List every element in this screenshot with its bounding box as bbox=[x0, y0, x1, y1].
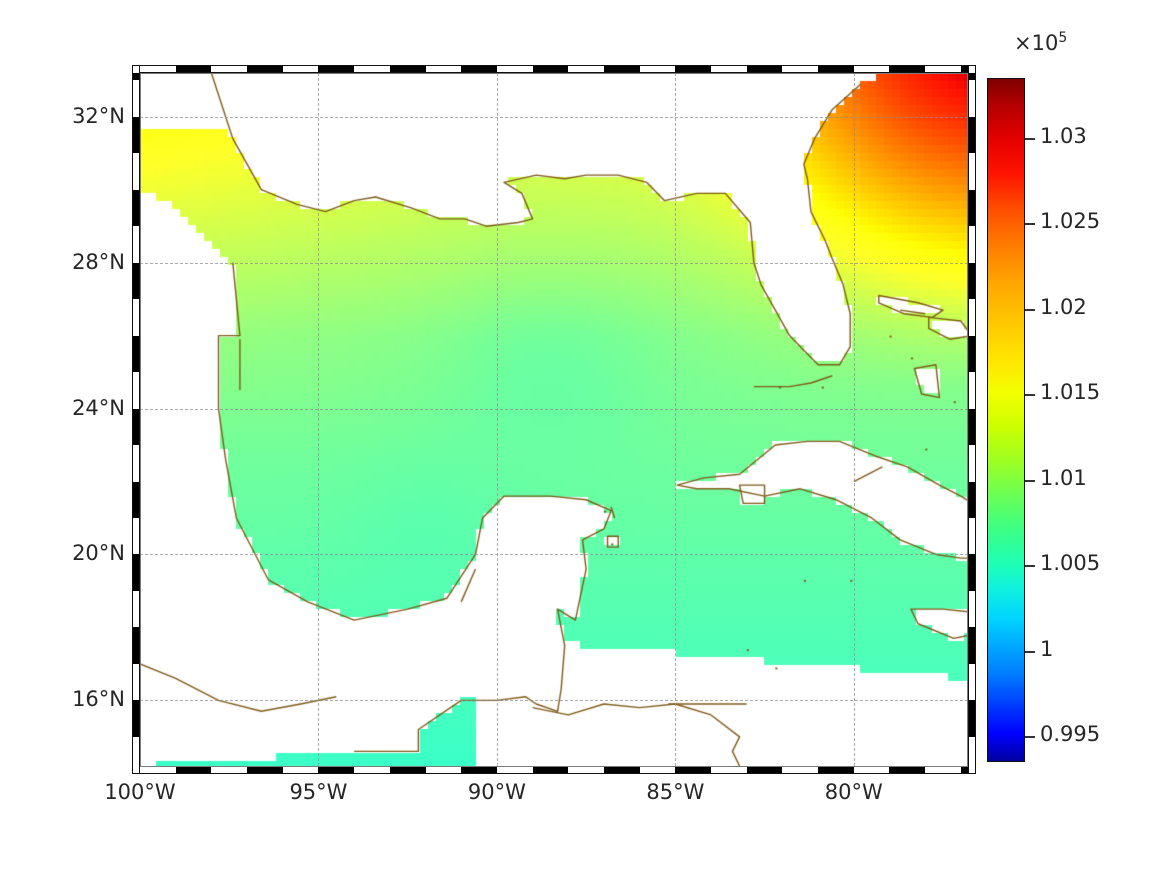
frame-check-top bbox=[461, 66, 497, 72]
frame-check-bottom bbox=[960, 767, 968, 773]
frame-check-left bbox=[133, 627, 139, 664]
frame-check-top bbox=[675, 66, 712, 72]
frame-check-right bbox=[969, 262, 975, 300]
colorbar-tick-1.03 bbox=[1025, 137, 1035, 140]
frame-check-right bbox=[969, 554, 975, 591]
frame-check-top bbox=[532, 66, 569, 72]
frame-check-top bbox=[318, 66, 355, 72]
frame-check-left bbox=[133, 408, 139, 446]
colorbar-tick-1.005 bbox=[1025, 565, 1035, 568]
colorbar-tick-1.025 bbox=[1025, 223, 1035, 226]
frame-check-top bbox=[889, 66, 926, 72]
frame-check-top bbox=[603, 66, 640, 72]
lon-label-100°W: 100°W bbox=[104, 780, 176, 804]
frame-check-bottom bbox=[818, 767, 854, 773]
colorbar-tick-1.01 bbox=[1025, 479, 1035, 482]
frame-check-bottom bbox=[318, 767, 355, 773]
frame-check-left bbox=[133, 554, 139, 591]
frame-check-bottom bbox=[603, 767, 640, 773]
frame-check-top bbox=[247, 66, 283, 72]
frame-check-bottom bbox=[461, 767, 497, 773]
frame-check-top bbox=[960, 66, 968, 72]
lat-label-16°N: 16°N bbox=[72, 687, 125, 712]
lon-label-90°W: 90°W bbox=[467, 780, 526, 804]
frame-check-bottom bbox=[675, 767, 712, 773]
frame-check-bottom bbox=[746, 767, 783, 773]
map-axes[interactable] bbox=[140, 73, 968, 766]
axis-line-right bbox=[967, 73, 968, 766]
frame-check-left bbox=[133, 189, 139, 227]
colorbar-label-1: 1 bbox=[1040, 636, 1054, 661]
frame-check-left bbox=[133, 262, 139, 300]
colorbar-label-1.015: 1.015 bbox=[1040, 380, 1101, 405]
frame-check-bottom bbox=[389, 767, 426, 773]
colorbar-tick-1.015 bbox=[1025, 394, 1035, 397]
coastline-layer bbox=[140, 73, 968, 766]
colorbar-label-1.03: 1.03 bbox=[1040, 123, 1087, 148]
frame-check-right bbox=[969, 335, 975, 373]
frame-check-right bbox=[969, 189, 975, 227]
axis-line-left bbox=[140, 73, 141, 766]
frame-check-bottom bbox=[532, 767, 569, 773]
lon-label-95°W: 95°W bbox=[289, 780, 348, 804]
axis-line-bottom bbox=[140, 766, 968, 767]
frame-check-right bbox=[969, 481, 975, 518]
frame-check-top bbox=[746, 66, 783, 72]
frame-check-top bbox=[175, 66, 212, 72]
lon-label-80°W: 80°W bbox=[824, 780, 883, 804]
frame-check-right bbox=[969, 408, 975, 446]
frame-check-bottom bbox=[889, 767, 926, 773]
map-clip-region bbox=[140, 73, 968, 766]
frame-check-left bbox=[133, 335, 139, 373]
colorbar-tick-1.02 bbox=[1025, 308, 1035, 311]
colorbar-exponent-label: ×105 bbox=[1014, 30, 1068, 55]
frame-check-right bbox=[969, 700, 975, 737]
colorbar-label-1.01: 1.01 bbox=[1040, 465, 1087, 490]
frame-check-right bbox=[969, 73, 975, 81]
frame-check-right bbox=[969, 116, 975, 154]
colorbar-label-0.995: 0.995 bbox=[1040, 722, 1101, 747]
frame-check-left bbox=[133, 73, 139, 81]
frame-check-left bbox=[133, 700, 139, 737]
lat-label-28°N: 28°N bbox=[72, 249, 125, 274]
lat-label-24°N: 24°N bbox=[72, 395, 125, 420]
frame-check-bottom bbox=[247, 767, 283, 773]
colorbar-label-1.02: 1.02 bbox=[1040, 294, 1087, 319]
colorbar-label-1.025: 1.025 bbox=[1040, 209, 1101, 234]
lat-label-32°N: 32°N bbox=[72, 103, 125, 128]
frame-check-left bbox=[133, 481, 139, 518]
frame-check-bottom bbox=[175, 767, 212, 773]
colorbar-label-1.005: 1.005 bbox=[1040, 551, 1101, 576]
frame-check-top bbox=[818, 66, 854, 72]
axis-line-top bbox=[140, 73, 968, 74]
colorbar-tick-1 bbox=[1025, 650, 1035, 653]
lon-label-85°W: 85°W bbox=[646, 780, 705, 804]
colorbar-tick-0.995 bbox=[1025, 736, 1035, 739]
colorbar[interactable] bbox=[987, 78, 1025, 762]
lat-label-20°N: 20°N bbox=[72, 541, 125, 566]
frame-check-left bbox=[133, 116, 139, 154]
frame-check-right bbox=[969, 627, 975, 664]
frame-check-top bbox=[389, 66, 426, 72]
